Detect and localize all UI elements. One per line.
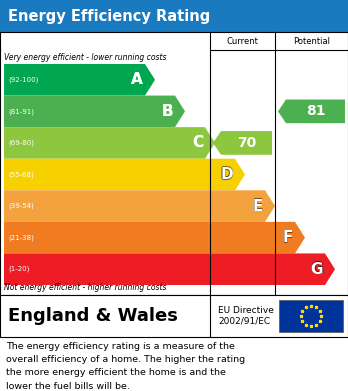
Text: F: F bbox=[283, 230, 293, 245]
Text: G: G bbox=[310, 262, 323, 277]
Text: (55-68): (55-68) bbox=[8, 171, 34, 178]
Text: (81-91): (81-91) bbox=[8, 108, 34, 115]
Text: D: D bbox=[220, 167, 233, 181]
Text: B: B bbox=[161, 104, 173, 119]
Polygon shape bbox=[4, 95, 185, 127]
Text: 81: 81 bbox=[306, 104, 325, 118]
Text: 70: 70 bbox=[237, 136, 256, 150]
Text: (21-38): (21-38) bbox=[8, 234, 34, 241]
Text: G: G bbox=[310, 262, 323, 277]
Text: (92-100): (92-100) bbox=[8, 77, 38, 83]
Text: Potential: Potential bbox=[293, 36, 330, 45]
Text: E: E bbox=[253, 198, 263, 213]
Text: F: F bbox=[283, 230, 293, 245]
Text: D: D bbox=[220, 167, 233, 182]
Polygon shape bbox=[4, 64, 155, 95]
Bar bbox=[0, 0, 348, 32]
Text: B: B bbox=[161, 104, 173, 119]
Bar bbox=[0, 295, 348, 337]
Text: E: E bbox=[253, 199, 263, 213]
Text: E: E bbox=[253, 199, 263, 213]
Text: G: G bbox=[311, 262, 324, 277]
Text: Energy Efficiency Rating: Energy Efficiency Rating bbox=[8, 9, 210, 23]
Text: E: E bbox=[252, 199, 262, 213]
Text: (39-54): (39-54) bbox=[8, 203, 34, 209]
Polygon shape bbox=[213, 131, 272, 155]
Polygon shape bbox=[278, 100, 345, 123]
Text: G: G bbox=[310, 262, 323, 277]
Text: Very energy efficient - lower running costs: Very energy efficient - lower running co… bbox=[4, 54, 166, 63]
Text: (69-80): (69-80) bbox=[8, 140, 34, 146]
Text: D: D bbox=[220, 167, 233, 182]
Text: F: F bbox=[282, 230, 293, 245]
Text: D: D bbox=[221, 167, 234, 182]
Text: E: E bbox=[253, 199, 263, 214]
Text: C: C bbox=[192, 135, 203, 151]
Text: G: G bbox=[310, 261, 323, 276]
Text: A: A bbox=[131, 72, 143, 87]
Bar bbox=[279, 300, 343, 332]
Text: E: E bbox=[253, 199, 263, 213]
Polygon shape bbox=[4, 222, 305, 253]
Text: F: F bbox=[283, 230, 293, 245]
Polygon shape bbox=[4, 159, 245, 190]
Text: D: D bbox=[220, 167, 233, 183]
Text: EU Directive
2002/91/EC: EU Directive 2002/91/EC bbox=[218, 306, 274, 326]
Text: (1-20): (1-20) bbox=[8, 266, 29, 273]
Text: Current: Current bbox=[227, 36, 259, 45]
Text: D: D bbox=[220, 167, 232, 182]
Text: F: F bbox=[283, 230, 293, 245]
Text: The energy efficiency rating is a measure of the
overall efficiency of a home. T: The energy efficiency rating is a measur… bbox=[6, 342, 245, 391]
Polygon shape bbox=[4, 190, 275, 222]
Polygon shape bbox=[4, 253, 335, 285]
Text: Not energy efficient - higher running costs: Not energy efficient - higher running co… bbox=[4, 283, 166, 292]
Text: England & Wales: England & Wales bbox=[8, 307, 178, 325]
Polygon shape bbox=[4, 127, 215, 159]
Text: F: F bbox=[283, 231, 293, 246]
Text: A: A bbox=[131, 72, 143, 87]
Text: G: G bbox=[310, 262, 323, 277]
Bar bbox=[0, 32, 348, 295]
Text: C: C bbox=[192, 135, 203, 151]
